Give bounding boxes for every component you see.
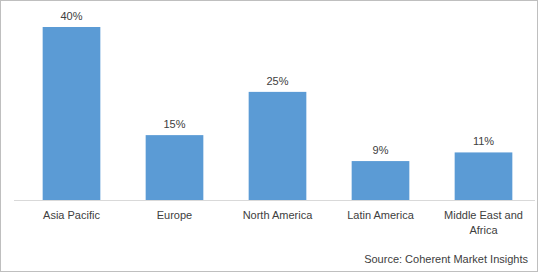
bar xyxy=(249,92,307,200)
chart: 40% 15% 25% 9% 11% Asia Pacific Europe North Am… xyxy=(0,0,538,272)
category-label: North America xyxy=(243,209,314,221)
category-label-line: Europe xyxy=(157,209,192,221)
data-label: 40% xyxy=(60,10,82,22)
bar xyxy=(455,152,513,200)
category-label: Asia Pacific xyxy=(43,209,100,221)
category-label-line: Middle East and xyxy=(444,209,523,221)
category-label-line: Latin America xyxy=(347,209,415,221)
category-label-line: Asia Pacific xyxy=(43,209,100,221)
data-label: 9% xyxy=(373,144,389,156)
bars xyxy=(43,27,513,200)
bar xyxy=(146,135,204,200)
source: Source: Coherent Market Insights xyxy=(364,253,528,265)
bar xyxy=(352,161,410,200)
data-label: 15% xyxy=(163,118,185,130)
category-label: Europe xyxy=(157,209,192,221)
category-label-line: Africa xyxy=(469,224,498,236)
category-label: Latin America xyxy=(347,209,415,221)
category-label: Middle East and Africa xyxy=(444,209,523,236)
category-label-line: North America xyxy=(243,209,314,221)
frame xyxy=(1,1,538,272)
bar xyxy=(43,27,101,200)
x-axis xyxy=(14,200,535,201)
data-label: 25% xyxy=(266,75,288,87)
data-label: 11% xyxy=(473,135,494,147)
